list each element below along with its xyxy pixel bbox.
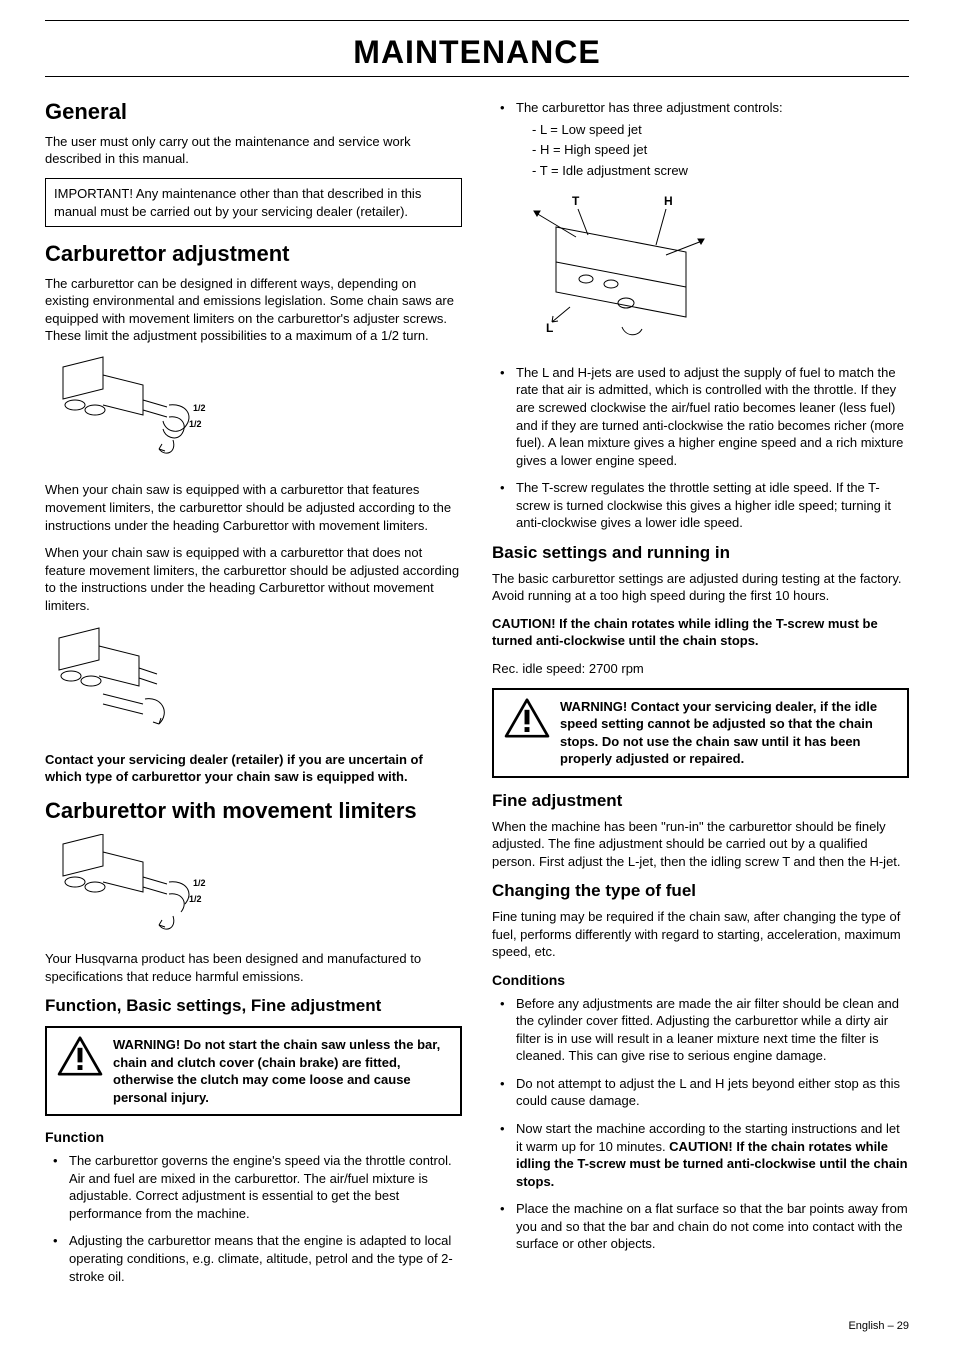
warning-icon [57, 1036, 103, 1081]
page-title: MAINTENANCE [45, 25, 909, 76]
thl-diagram: T H L [516, 187, 909, 352]
heading-fbf: Function, Basic settings, Fine adjustmen… [45, 995, 462, 1018]
carb-illustration-2 [45, 624, 462, 739]
left-column: General The user must only carry out the… [45, 95, 462, 1295]
controls-intro-text: The carburettor has three adjustment con… [516, 100, 783, 115]
warning-2-text: WARNING! Contact your servicing dealer, … [560, 698, 897, 768]
label-half-3b: 1/2 [189, 894, 202, 904]
carb-adj-p2: When your chain saw is equipped with a c… [45, 481, 462, 534]
heading-fine-adjustment: Fine adjustment [492, 790, 909, 813]
controls-sublist: - L = Low speed jet - H = High speed jet… [516, 121, 909, 180]
fuel-type-text: Fine tuning may be required if the chain… [492, 908, 909, 961]
important-box: IMPORTANT! Any maintenance other than th… [45, 178, 462, 227]
conditions-list: Before any adjustments are made the air … [492, 995, 909, 1253]
basic-settings-text: The basic carburettor settings are adjus… [492, 570, 909, 605]
cond-item-4: Place the machine on a flat surface so t… [492, 1200, 909, 1253]
carb-adj-p4: Contact your servicing dealer (retailer)… [45, 751, 462, 786]
heading-fuel-type: Changing the type of fuel [492, 880, 909, 903]
top-rule [45, 20, 909, 21]
ctrl-t: - T = Idle adjustment screw [532, 162, 909, 180]
controls-intro-item: The carburettor has three adjustment con… [492, 99, 909, 352]
general-text: The user must only carry out the mainten… [45, 133, 462, 168]
right-column: The carburettor has three adjustment con… [492, 95, 909, 1295]
function-item-1: The carburettor governs the engine's spe… [45, 1152, 462, 1222]
label-half-3a: 1/2 [193, 878, 206, 888]
heading-cml: Carburettor with movement limiters [45, 796, 462, 826]
carb-illustration-1: 1/2 1/2 [45, 355, 462, 470]
title-underline [45, 76, 909, 77]
heading-general: General [45, 97, 462, 127]
carb-adj-p1: The carburettor can be designed in diffe… [45, 275, 462, 345]
footer-sep: – [885, 1320, 897, 1332]
fine-adjustment-text: When the machine has been "run-in" the c… [492, 818, 909, 871]
cond-item-3: Now start the machine according to the s… [492, 1120, 909, 1190]
heading-basic-settings: Basic settings and running in [492, 542, 909, 565]
ctrl-h: - H = High speed jet [532, 141, 909, 159]
diag-h-label: H [664, 194, 673, 208]
warning-box-1: WARNING! Do not start the chain saw unle… [45, 1026, 462, 1116]
lh-jets-item: The L and H-jets are used to adjust the … [492, 364, 909, 469]
ctrl-l: - L = Low speed jet [532, 121, 909, 139]
heading-function: Function [45, 1128, 462, 1147]
warning-1-text: WARNING! Do not start the chain saw unle… [113, 1036, 450, 1106]
footer-lang: English [848, 1320, 884, 1332]
warning-box-2: WARNING! Contact your servicing dealer, … [492, 688, 909, 778]
cond-item-1: Before any adjustments are made the air … [492, 995, 909, 1065]
caution-text: CAUTION! If the chain rotates while idli… [492, 615, 909, 650]
footer-num: 29 [897, 1320, 909, 1332]
carb-adj-p3: When your chain saw is equipped with a c… [45, 544, 462, 614]
diag-l-label: L [546, 321, 553, 335]
label-half-1b: 1/2 [189, 419, 202, 429]
t-screw-item: The T-screw regulates the throttle setti… [492, 479, 909, 532]
label-half-1a: 1/2 [193, 403, 206, 413]
cml-text: Your Husqvarna product has been designed… [45, 950, 462, 985]
diag-t-label: T [572, 194, 580, 208]
carb-illustration-3: 1/2 1/2 [45, 834, 462, 939]
heading-carb-adjustment: Carburettor adjustment [45, 239, 462, 269]
cond-item-2: Do not attempt to adjust the L and H jet… [492, 1075, 909, 1110]
function-list: The carburettor governs the engine's spe… [45, 1152, 462, 1285]
rec-idle-text: Rec. idle speed: 2700 rpm [492, 660, 909, 678]
warning-icon [504, 698, 550, 743]
two-column-layout: General The user must only carry out the… [45, 95, 909, 1295]
controls-list: The carburettor has three adjustment con… [492, 99, 909, 532]
heading-conditions: Conditions [492, 971, 909, 990]
page-footer: English – 29 [45, 1319, 909, 1334]
function-item-2: Adjusting the carburettor means that the… [45, 1232, 462, 1285]
